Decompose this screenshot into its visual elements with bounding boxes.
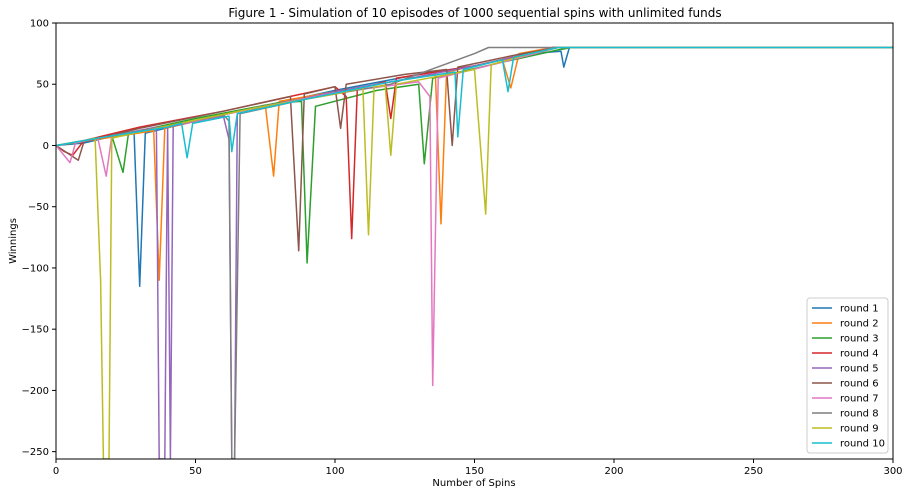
series-line-round-6 (56, 46, 893, 252)
series-line-round-3 (56, 46, 893, 264)
y-tick-label: −100 (22, 263, 49, 274)
x-tick-label: 150 (465, 466, 484, 477)
y-tick-label: −200 (22, 386, 49, 397)
legend-label: round 5 (840, 364, 879, 375)
legend-label: round 9 (840, 424, 879, 435)
y-tick-label: 100 (30, 19, 49, 30)
y-tick-label: 0 (43, 141, 49, 152)
legend-label: round 10 (840, 439, 885, 450)
legend-label: round 8 (840, 409, 879, 420)
legend-label: round 6 (840, 379, 879, 390)
series-line-round-9 (56, 46, 893, 459)
y-tick-label: 50 (36, 80, 49, 91)
y-axis: −250 −200 −150 −100 −50 0 50 100 (22, 19, 56, 458)
chart-title: Figure 1 - Simulation of 10 episodes of … (228, 6, 721, 20)
y-tick-label: −50 (28, 202, 49, 213)
x-tick-label: 200 (604, 466, 623, 477)
y-tick-label: −250 (22, 447, 49, 458)
legend-label: round 4 (840, 349, 879, 360)
legend-label: round 3 (840, 334, 879, 345)
legend: round 1 round 2 round 3 round 4 round 5 round… (806, 297, 889, 454)
y-tick-label: −150 (22, 325, 49, 336)
x-tick-label: 250 (744, 466, 763, 477)
x-tick-label: 300 (883, 466, 902, 477)
series-line-round-10 (56, 46, 893, 159)
x-tick-label: 0 (53, 466, 59, 477)
x-tick-label: 50 (189, 466, 202, 477)
series-layer (56, 46, 893, 459)
x-tick-label: 100 (325, 466, 344, 477)
y-axis-title: Winnings (8, 218, 19, 264)
x-axis-title: Number of Spins (432, 478, 515, 489)
legend-box (806, 297, 889, 454)
legend-label: round 2 (840, 319, 879, 330)
x-axis: 0 50 100 150 200 250 300 (53, 459, 903, 477)
legend-label: round 1 (840, 304, 879, 315)
legend-label: round 7 (840, 394, 879, 405)
